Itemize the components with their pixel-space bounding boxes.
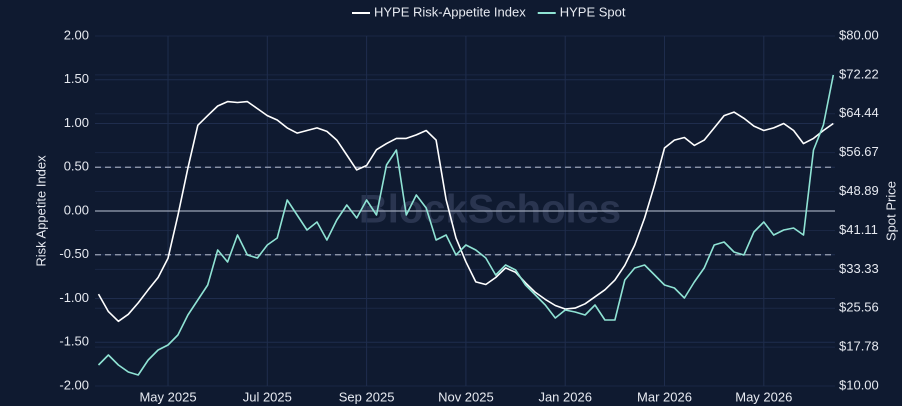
x-tick-label: May 2025 [139,389,196,404]
series-line [97,100,834,323]
x-tick-label: Nov 2025 [438,389,494,404]
watermark: BlockScholes [359,188,621,232]
y2-axis-label: Spot Price [883,181,898,241]
y2-tick-label: $80.00 [839,27,879,42]
y-tick-label: -1.00 [59,290,89,305]
y-tick-label: -1.50 [59,334,89,349]
y-tick-label: 0.50 [64,159,89,174]
y-tick-label: -2.00 [59,377,89,392]
y2-tick-label: $72.22 [839,66,879,81]
x-tick-label: Mar 2026 [637,389,692,404]
y2-tick-label: $48.89 [839,183,879,198]
y2-tick-label: $25.56 [839,300,879,315]
legend-label: HYPE Spot [560,4,626,19]
y-tick-label: 0.00 [64,202,89,217]
series-line [97,74,835,376]
x-tick-label: May 2026 [735,389,792,404]
x-tick-label: Jan 2026 [538,389,592,404]
y2-tick-label: $41.11 [839,222,878,237]
y-axis-label: Risk Appetite Index [33,155,48,267]
y2-tick-label: $33.33 [839,261,879,276]
y2-tick-label: $17.78 [839,339,879,354]
y2-tick-label: $10.00 [839,377,879,392]
x-tick-label: Jul 2025 [243,389,292,404]
y-tick-label: -0.50 [59,246,89,261]
y-tick-label: 1.50 [64,71,89,86]
y-tick-label: 2.00 [64,27,89,42]
legend-label: HYPE Risk-Appetite Index [374,4,526,19]
y2-tick-label: $64.44 [839,105,879,120]
y2-tick-label: $56.67 [839,144,879,159]
x-tick-label: Sep 2025 [339,389,395,404]
y-tick-label: 1.00 [64,115,89,130]
